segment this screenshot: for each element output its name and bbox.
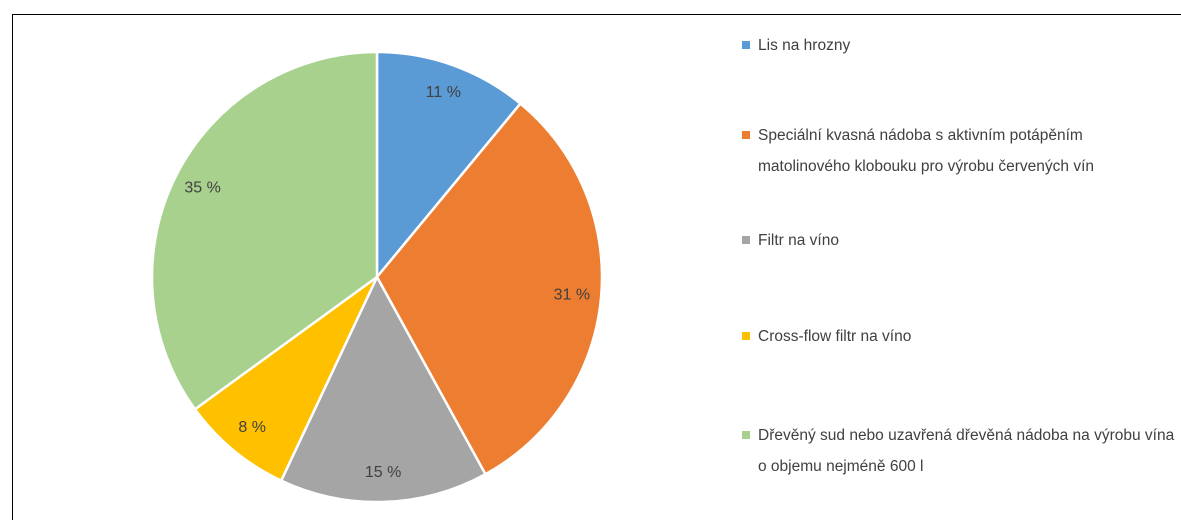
pie-slice xyxy=(150,50,379,411)
legend-item: Dřevěný sud nebo uzavřená dřevěná nádoba… xyxy=(742,420,1178,482)
legend-label: Cross-flow filtr na víno xyxy=(758,328,912,345)
legend-item: Filtr na víno xyxy=(742,225,1178,256)
data-label: 15 % xyxy=(365,464,401,481)
data-label: 31 % xyxy=(554,287,590,304)
data-label: 8 % xyxy=(238,419,266,436)
pie-slice xyxy=(375,101,604,476)
legend-swatch xyxy=(742,431,750,439)
pie-slice xyxy=(375,50,523,281)
legend-label: Dřevěný sud nebo uzavřená dřevěná nádoba… xyxy=(758,427,1175,475)
data-label: 35 % xyxy=(184,179,220,196)
legend-swatch xyxy=(742,131,750,139)
legend-item: Speciální kvasná nádoba s aktivním potáp… xyxy=(742,120,1178,182)
data-label: 11 % xyxy=(426,84,461,101)
legend-item: Cross-flow filtr na víno xyxy=(742,321,1178,352)
legend-swatch xyxy=(742,41,750,49)
legend-label: Filtr na víno xyxy=(758,232,839,249)
legend-item: Lis na hrozny xyxy=(742,30,1178,61)
pie-slice xyxy=(193,275,379,483)
legend-label: Lis na hrozny xyxy=(758,37,851,54)
legend-swatch xyxy=(742,332,750,340)
legend-label: Speciální kvasná nádoba s aktivním potáp… xyxy=(758,127,1095,175)
pie-slice xyxy=(279,274,488,504)
chart-frame xyxy=(12,14,1181,520)
legend-swatch xyxy=(742,236,750,244)
